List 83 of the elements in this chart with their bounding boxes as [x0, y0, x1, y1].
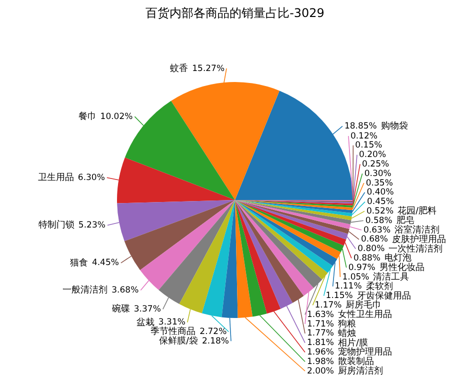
slice-label: 猫食	[70, 257, 88, 268]
pie-slice	[235, 200, 314, 296]
slice-label: 花园/肥料	[398, 206, 437, 217]
slice-label: 相片/膜	[338, 337, 368, 348]
pie-slice	[235, 200, 304, 303]
pie-slice	[235, 200, 352, 220]
data-label: 0.20%	[359, 150, 386, 160]
slice-label: 蚊香	[170, 62, 188, 74]
slice-label: 厨房毛巾	[346, 300, 382, 311]
data-label: 1.63%	[307, 310, 334, 320]
slice-label: 肥皂	[396, 215, 414, 226]
data-label: 0.63%	[364, 225, 391, 236]
pie-slice	[179, 200, 235, 314]
data-label: 1.96%	[307, 348, 334, 358]
slice-label: 宠物护理用品	[338, 346, 392, 358]
pie-slice	[124, 200, 235, 270]
data-label: 15.27%	[192, 64, 225, 74]
slice-label: 散装制品	[338, 356, 374, 368]
pie-slice	[235, 200, 293, 309]
slice-label: 保鲜膜/袋	[158, 336, 198, 347]
data-label: 0.97%	[348, 262, 376, 273]
data-label: 0.35%	[366, 178, 393, 188]
data-label: 3.37%	[134, 304, 161, 315]
data-label: 3.31%	[158, 318, 186, 328]
slice-label: 厨房清洁剂	[338, 365, 384, 376]
slice-label: 电灯泡	[384, 252, 412, 264]
slice-label: 盆栽	[136, 316, 154, 328]
pie-slice	[235, 200, 350, 229]
data-label: 1.98%	[307, 356, 334, 367]
data-label: 0.30%	[364, 168, 392, 179]
slice-label: 餐巾	[78, 111, 96, 122]
data-label: 10.02%	[100, 112, 133, 122]
data-label: 2.00%	[307, 366, 334, 376]
slice-label: 一般清洁剂	[62, 284, 108, 296]
data-label: 18.85%	[344, 122, 377, 132]
data-label: 0.52%	[366, 206, 394, 217]
slice-label: 季节性商品	[150, 326, 196, 338]
slice-label: 狗粮	[338, 318, 356, 330]
data-label: 1.71%	[307, 319, 334, 330]
data-label: 1.17%	[314, 300, 342, 311]
pie-slice	[171, 82, 280, 200]
chart-title: 百货内部各商品的销量占比-3029	[146, 6, 324, 20]
slice-label: 女性卫生用品	[338, 309, 392, 320]
slice-label: 柔软剂	[366, 280, 393, 292]
pie-slice	[235, 200, 353, 210]
pie-slice	[235, 200, 281, 314]
slice-label: 卫生用品	[38, 172, 74, 184]
pie-slice	[222, 200, 238, 318]
data-label: 0.68%	[360, 234, 388, 245]
slice-label: 一次性清洁剂	[388, 243, 443, 254]
data-label: 2.18%	[202, 336, 229, 346]
data-label: 3.68%	[112, 286, 139, 296]
data-label: 1.77%	[307, 328, 334, 339]
data-label: 0.88%	[353, 254, 380, 264]
slice-label: 男性化妆品	[379, 262, 424, 274]
data-label: 0.40%	[366, 188, 394, 198]
slice-label: 购物袋	[380, 120, 408, 132]
pie-slice	[235, 200, 253, 318]
pie-slice	[140, 200, 235, 290]
data-label: 0.45%	[366, 197, 394, 208]
data-label: 1.81%	[307, 338, 334, 348]
data-label: 0.58%	[365, 216, 392, 226]
data-label: 1.15%	[326, 291, 353, 302]
slice-label: 清洁工具	[373, 271, 410, 282]
data-label: 0.15%	[355, 140, 382, 151]
slice-label: 碗碟	[112, 304, 130, 315]
slice-label: 牙齿保健用品	[356, 290, 411, 302]
pie-slice	[117, 158, 235, 204]
data-label: 1.11%	[334, 282, 362, 292]
data-label: 4.45%	[92, 258, 119, 268]
slice-label: 皮肤护理用品	[392, 234, 446, 245]
data-label: 2.72%	[200, 327, 227, 338]
data-label: 1.05%	[342, 272, 370, 282]
data-label: 5.23%	[78, 220, 106, 231]
slice-label: 浴室清洁剂	[394, 224, 440, 236]
data-label: 6.30%	[78, 172, 105, 183]
pie-slice	[235, 200, 352, 224]
data-label: 0.80%	[358, 244, 385, 254]
data-label: 0.25%	[362, 160, 390, 170]
data-label: 0.12%	[350, 131, 378, 142]
slice-label: 蜡烛	[338, 328, 356, 339]
pie-slice	[235, 200, 267, 317]
slice-label: 特制门锁	[38, 220, 74, 231]
